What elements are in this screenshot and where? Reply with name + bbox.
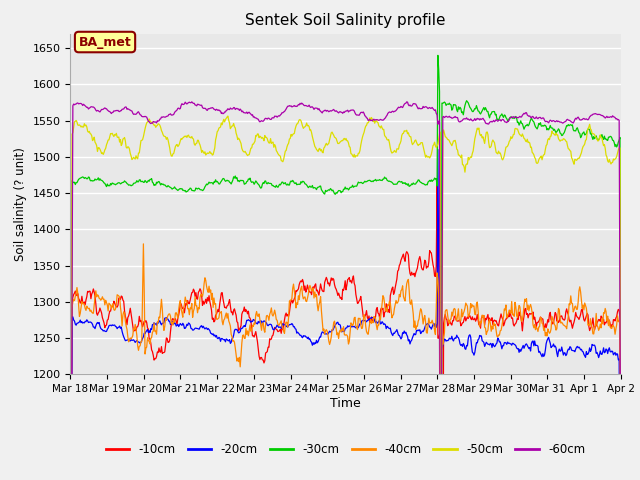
-20cm — [213, 335, 221, 341]
-60cm — [188, 99, 196, 105]
-10cm — [433, 183, 441, 189]
-20cm — [434, 147, 442, 153]
X-axis label: Time: Time — [330, 397, 361, 410]
-20cm — [82, 319, 90, 324]
Y-axis label: Soil salinity (? unit): Soil salinity (? unit) — [14, 147, 27, 261]
-50cm — [617, 416, 625, 422]
Line: -50cm: -50cm — [70, 116, 621, 480]
Line: -10cm: -10cm — [70, 186, 621, 480]
-50cm — [566, 148, 574, 154]
-20cm — [246, 318, 254, 324]
-30cm — [532, 124, 540, 130]
-20cm — [566, 344, 574, 349]
-40cm — [140, 241, 147, 247]
-30cm — [617, 411, 625, 417]
Text: BA_met: BA_met — [79, 36, 131, 48]
-10cm — [532, 319, 540, 324]
Line: -40cm: -40cm — [70, 244, 621, 480]
-60cm — [156, 116, 164, 122]
-60cm — [532, 115, 540, 121]
-60cm — [82, 104, 90, 109]
-40cm — [82, 308, 90, 313]
-10cm — [156, 349, 164, 355]
-10cm — [82, 297, 90, 303]
Line: -20cm: -20cm — [70, 150, 621, 480]
-40cm — [157, 305, 164, 311]
-30cm — [434, 52, 442, 58]
-30cm — [213, 179, 221, 184]
-40cm — [247, 328, 255, 334]
-40cm — [567, 293, 575, 299]
-40cm — [214, 316, 222, 322]
-50cm — [247, 145, 255, 151]
-60cm — [567, 119, 575, 124]
Line: -30cm: -30cm — [70, 55, 621, 480]
-60cm — [247, 111, 255, 117]
Legend: -10cm, -20cm, -30cm, -40cm, -50cm, -60cm: -10cm, -20cm, -30cm, -40cm, -50cm, -60cm — [101, 438, 590, 461]
-60cm — [214, 108, 222, 113]
-20cm — [531, 338, 538, 344]
Title: Sentek Soil Salinity profile: Sentek Soil Salinity profile — [245, 13, 446, 28]
-10cm — [567, 317, 575, 323]
-50cm — [82, 122, 90, 128]
-30cm — [567, 122, 575, 128]
-30cm — [246, 175, 254, 181]
Line: -60cm: -60cm — [70, 102, 621, 480]
-10cm — [213, 309, 221, 315]
-50cm — [531, 155, 538, 160]
-50cm — [156, 122, 164, 128]
-30cm — [156, 180, 164, 186]
-50cm — [224, 113, 232, 119]
-10cm — [246, 315, 254, 321]
-20cm — [156, 318, 164, 324]
-40cm — [532, 327, 540, 333]
-50cm — [213, 129, 221, 134]
-30cm — [82, 175, 90, 181]
